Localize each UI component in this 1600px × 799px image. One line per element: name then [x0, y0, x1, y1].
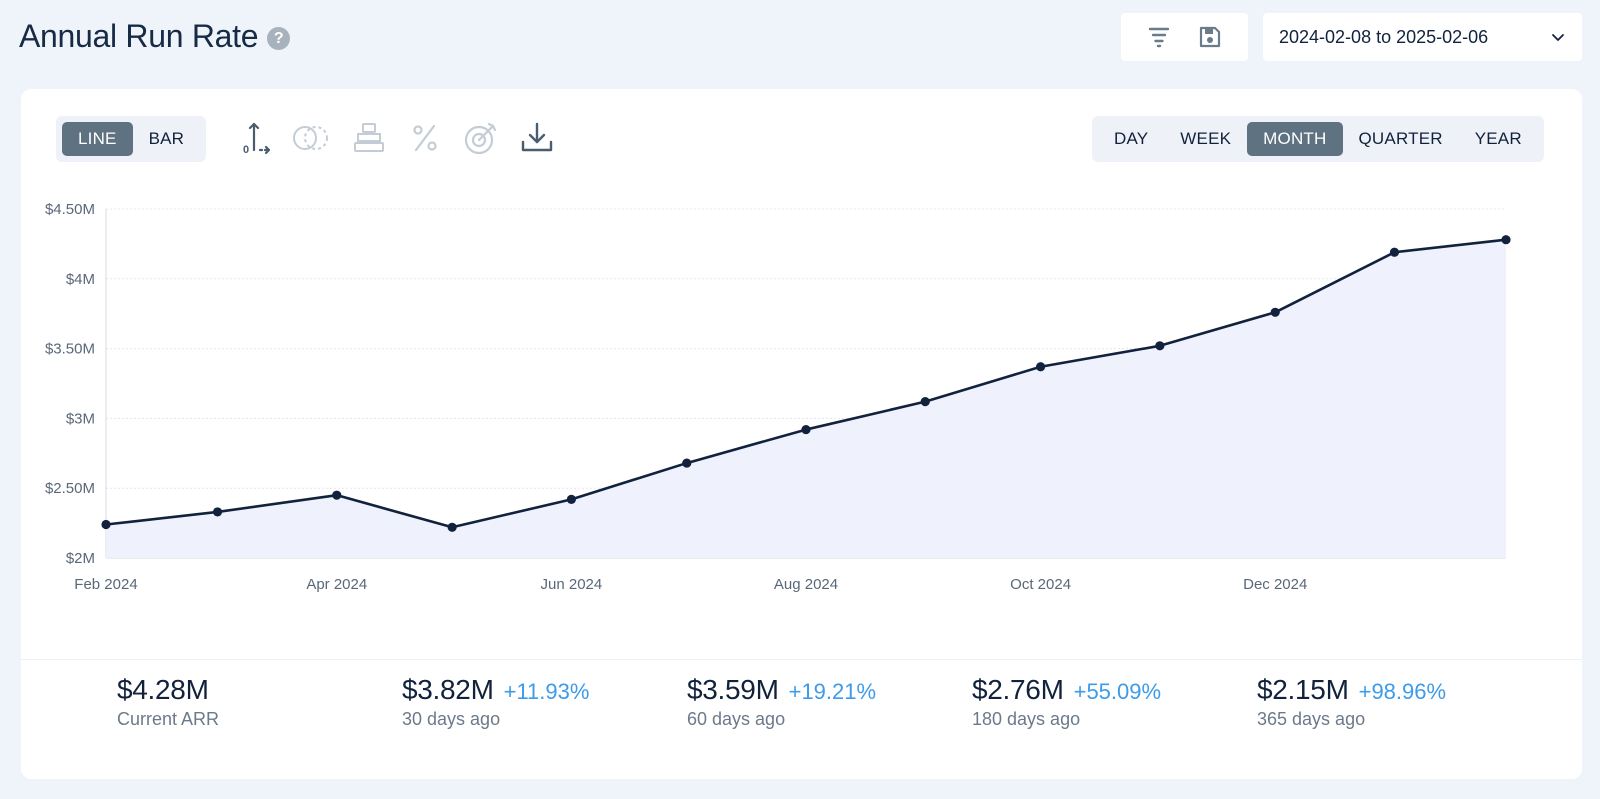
- period-year[interactable]: YEAR: [1474, 129, 1522, 148]
- chart-card: LINE BAR 0 DAY WEEK MONTH QUARTER YEAR $…: [21, 89, 1582, 779]
- stat-change: +11.93%: [503, 679, 590, 704]
- data-point: [566, 494, 576, 504]
- stat-label: 60 days ago: [687, 709, 786, 729]
- stat-value: $4.28M: [117, 674, 209, 705]
- page-title: Annual Run Rate: [19, 18, 259, 54]
- toggle-line[interactable]: LINE: [62, 122, 133, 156]
- stat-value: $3.82M: [402, 674, 494, 705]
- divider: [21, 659, 1582, 660]
- data-point: [101, 519, 111, 530]
- period-day[interactable]: DAY: [1114, 129, 1149, 148]
- data-point: [1501, 235, 1511, 245]
- header-icon-group: [1121, 13, 1248, 61]
- x-tick-label: Aug 2024: [774, 576, 838, 593]
- data-point: [1036, 362, 1046, 372]
- x-tick-label: Apr 2024: [306, 576, 367, 593]
- stat-label: 365 days ago: [1257, 709, 1366, 729]
- floppy-save-icon[interactable]: [1194, 21, 1226, 53]
- data-point: [1155, 341, 1165, 351]
- stack-icon[interactable]: [349, 118, 389, 158]
- data-point: [1270, 307, 1280, 317]
- stat-365-days: $2.15M +98.96% 365 days ago: [1257, 674, 1446, 730]
- date-range-selector[interactable]: 2024-02-08 to 2025-02-06: [1263, 13, 1582, 61]
- chevron-down-icon: [1552, 34, 1564, 41]
- x-tick-label: Jun 2024: [541, 576, 603, 593]
- download-icon[interactable]: [517, 118, 557, 158]
- overlap-circles-icon[interactable]: [291, 118, 331, 158]
- period-month[interactable]: MONTH: [1247, 122, 1343, 156]
- x-tick-label: Feb 2024: [74, 576, 137, 593]
- y-axis-zero-icon[interactable]: 0: [235, 118, 275, 158]
- period-toggle: DAY WEEK MONTH QUARTER YEAR: [1092, 116, 1544, 162]
- stat-change: +19.21%: [788, 679, 877, 704]
- data-point: [682, 458, 692, 468]
- y-tick-label: $2M: [66, 550, 95, 567]
- page-header: Annual Run Rate ?: [19, 18, 291, 55]
- stat-180-days: $2.76M +55.09% 180 days ago: [972, 674, 1161, 730]
- stats-row: $4.28M Current ARR $3.82M +11.93% 30 days…: [21, 674, 1582, 764]
- period-quarter[interactable]: QUARTER: [1358, 129, 1443, 148]
- question-circle-icon[interactable]: ?: [267, 27, 291, 50]
- y-tick-label: $4M: [66, 271, 95, 288]
- y-tick-label: $4.50M: [45, 201, 95, 218]
- x-tick-label: Oct 2024: [1010, 576, 1071, 593]
- percent-icon[interactable]: [405, 118, 445, 158]
- area-fill: [106, 239, 1506, 558]
- filter-lines-icon[interactable]: [1143, 21, 1175, 53]
- arr-line-chart: $2M $2.50M $3M $3.50M $4M $4.50M Feb 2024 Apr …: [45, 201, 1511, 593]
- data-point: [212, 507, 223, 517]
- data-point: [1389, 247, 1400, 257]
- data-point: [801, 424, 811, 435]
- period-week[interactable]: WEEK: [1180, 129, 1232, 148]
- stat-label: 30 days ago: [402, 709, 501, 729]
- stat-label: Current ARR: [117, 709, 220, 729]
- y-tick-label: $2.50M: [45, 480, 95, 497]
- x-tick-label: Dec 2024: [1243, 576, 1307, 593]
- stat-value: $3.59M: [687, 674, 779, 705]
- stat-current: $4.28M Current ARR: [117, 674, 219, 730]
- stat-change: +98.96%: [1358, 679, 1447, 704]
- stat-value: $2.76M: [972, 674, 1064, 705]
- data-point: [447, 522, 457, 532]
- stat-label: 180 days ago: [972, 709, 1081, 729]
- data-point: [332, 490, 342, 500]
- stat-30-days: $3.82M +11.93% 30 days ago: [402, 674, 589, 730]
- y-tick-label: $3.50M: [45, 341, 95, 358]
- stat-change: +55.09%: [1073, 679, 1162, 704]
- chart-type-toggle: LINE BAR: [56, 116, 207, 162]
- data-point: [920, 397, 930, 407]
- target-icon[interactable]: [461, 118, 501, 158]
- date-range-value: 2024-02-08 to 2025-02-06: [1279, 26, 1489, 47]
- toggle-bar[interactable]: BAR: [148, 129, 185, 148]
- stat-60-days: $3.59M +19.21% 60 days ago: [687, 674, 876, 730]
- svg-text:0: 0: [243, 144, 249, 156]
- stat-value: $2.15M: [1257, 674, 1349, 705]
- y-tick-label: $3M: [66, 410, 95, 427]
